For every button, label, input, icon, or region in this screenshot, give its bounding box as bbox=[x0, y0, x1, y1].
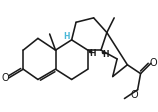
Text: O: O bbox=[149, 58, 157, 68]
Text: O: O bbox=[131, 90, 139, 100]
Text: H: H bbox=[102, 50, 109, 59]
Text: H: H bbox=[63, 32, 70, 41]
Text: H: H bbox=[89, 49, 95, 58]
Text: O: O bbox=[2, 73, 9, 83]
